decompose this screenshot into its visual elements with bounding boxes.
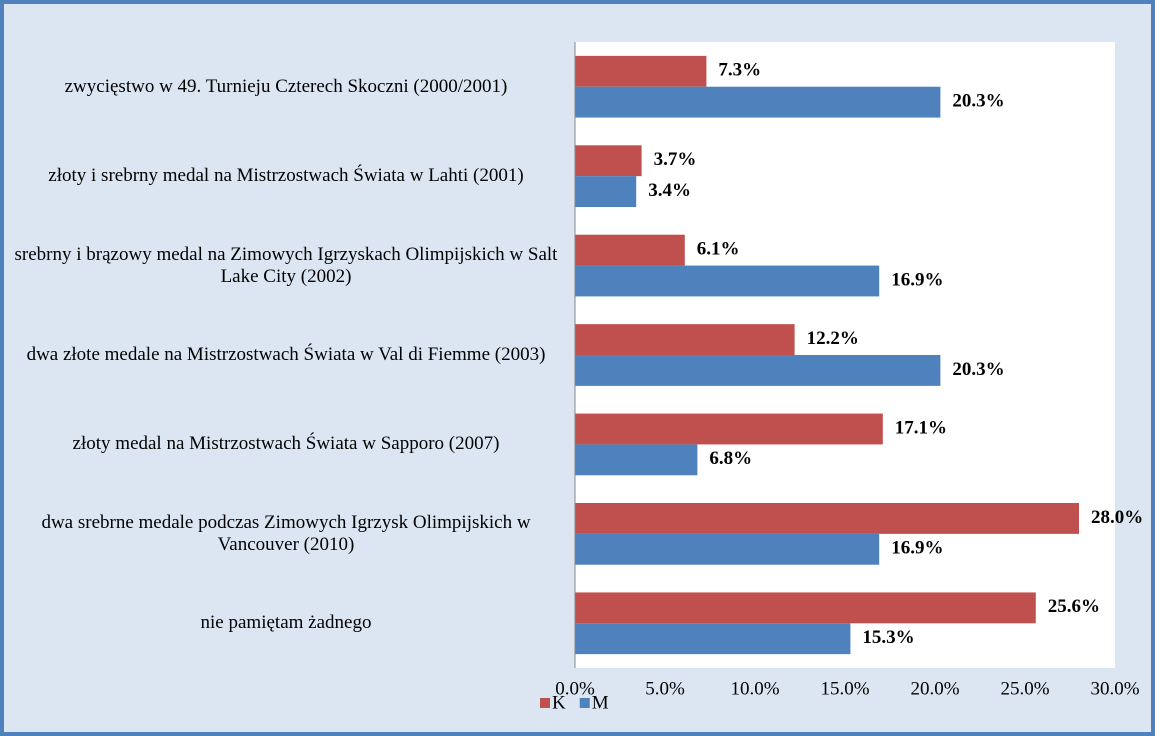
value-label: 17.1% bbox=[895, 417, 947, 438]
bar bbox=[575, 355, 941, 386]
value-label: 25.6% bbox=[1048, 596, 1100, 617]
x-tick-label: 15.0% bbox=[820, 678, 869, 699]
bar bbox=[575, 413, 883, 445]
x-tick-label: 25.0% bbox=[1000, 678, 1049, 699]
bar bbox=[575, 592, 1036, 624]
bar bbox=[575, 265, 880, 297]
bar bbox=[575, 444, 698, 476]
bar bbox=[575, 234, 685, 266]
legend-swatch bbox=[579, 698, 590, 708]
value-label: 7.3% bbox=[718, 60, 761, 81]
bar bbox=[575, 145, 642, 177]
category-label: srebrny i brązowy medal na Zimowych Igrz… bbox=[14, 243, 558, 287]
value-label: 15.3% bbox=[862, 627, 914, 648]
x-tick-label: 30.0% bbox=[1090, 678, 1139, 699]
category-label: zwycięstwo w 49. Turnieju Czterech Skocz… bbox=[64, 75, 508, 97]
value-label: 3.7% bbox=[654, 149, 697, 170]
value-label: 20.3% bbox=[952, 91, 1004, 112]
x-tick-label: 5.0% bbox=[645, 678, 685, 699]
legend-label: K bbox=[552, 692, 566, 713]
category-label: dwa złote medale na Mistrzostwach Świata… bbox=[26, 344, 546, 365]
value-label: 12.2% bbox=[807, 328, 859, 349]
value-label: 6.8% bbox=[709, 448, 752, 469]
bar bbox=[575, 176, 637, 207]
bar bbox=[575, 86, 941, 118]
value-label: 28.0% bbox=[1091, 507, 1143, 528]
value-label: 16.9% bbox=[891, 538, 943, 559]
x-tick-label: 10.0% bbox=[730, 678, 779, 699]
category-label: nie pamiętam żadnego bbox=[200, 612, 372, 634]
bar bbox=[575, 503, 1079, 534]
x-tick-label: 20.0% bbox=[910, 678, 959, 699]
value-label: 3.4% bbox=[648, 180, 691, 201]
category-label: dwa srebrne medale podczas Zimowych Igrz… bbox=[41, 511, 531, 555]
bar bbox=[575, 623, 851, 655]
value-label: 6.1% bbox=[697, 239, 740, 260]
legend-swatch bbox=[540, 698, 550, 708]
category-label: złoty medal na Mistrzostwach Świata w Sa… bbox=[72, 433, 500, 455]
category-label: złoty i srebrny medal na Mistrzostwach Ś… bbox=[48, 165, 524, 187]
bar bbox=[575, 533, 880, 565]
bar bbox=[575, 55, 707, 87]
value-label: 16.9% bbox=[891, 269, 943, 290]
x-tick-label: 0.0% bbox=[555, 678, 595, 699]
value-label: 20.3% bbox=[952, 359, 1004, 380]
bar bbox=[575, 324, 795, 355]
legend-label: M bbox=[592, 692, 609, 713]
